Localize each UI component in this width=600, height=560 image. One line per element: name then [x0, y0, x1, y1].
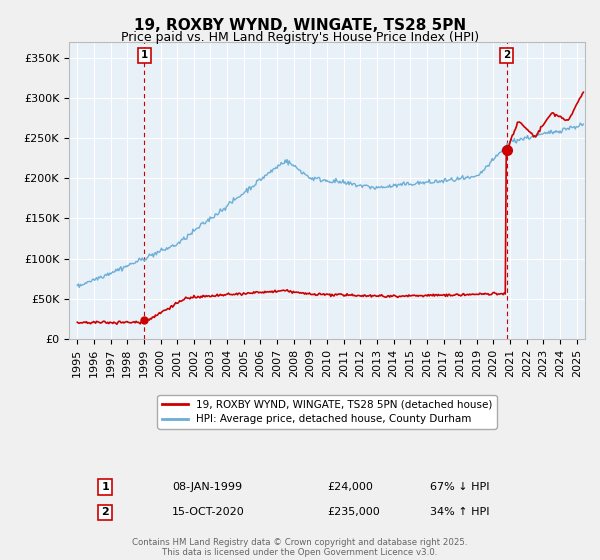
- Text: 15-OCT-2020: 15-OCT-2020: [172, 507, 245, 517]
- Text: £235,000: £235,000: [327, 507, 380, 517]
- Text: 2: 2: [101, 507, 109, 517]
- Text: 67% ↓ HPI: 67% ↓ HPI: [430, 482, 490, 492]
- Text: Price paid vs. HM Land Registry's House Price Index (HPI): Price paid vs. HM Land Registry's House …: [121, 31, 479, 44]
- Text: 19, ROXBY WYND, WINGATE, TS28 5PN: 19, ROXBY WYND, WINGATE, TS28 5PN: [134, 18, 466, 33]
- Text: £24,000: £24,000: [327, 482, 373, 492]
- Text: 1: 1: [101, 482, 109, 492]
- Text: 34% ↑ HPI: 34% ↑ HPI: [430, 507, 490, 517]
- Text: 1: 1: [141, 50, 148, 60]
- Text: Contains HM Land Registry data © Crown copyright and database right 2025.
This d: Contains HM Land Registry data © Crown c…: [132, 538, 468, 557]
- Text: 2: 2: [503, 50, 510, 60]
- Legend: 19, ROXBY WYND, WINGATE, TS28 5PN (detached house), HPI: Average price, detached: 19, ROXBY WYND, WINGATE, TS28 5PN (detac…: [157, 395, 497, 428]
- Text: 08-JAN-1999: 08-JAN-1999: [172, 482, 242, 492]
